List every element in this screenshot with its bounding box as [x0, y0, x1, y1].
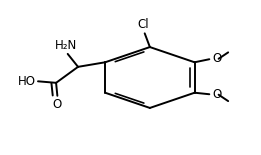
Text: O: O [53, 98, 62, 111]
Text: Cl: Cl [138, 18, 149, 31]
Text: HO: HO [17, 75, 35, 88]
Text: H₂N: H₂N [55, 39, 78, 52]
Text: O: O [213, 88, 222, 101]
Text: O: O [213, 52, 222, 65]
